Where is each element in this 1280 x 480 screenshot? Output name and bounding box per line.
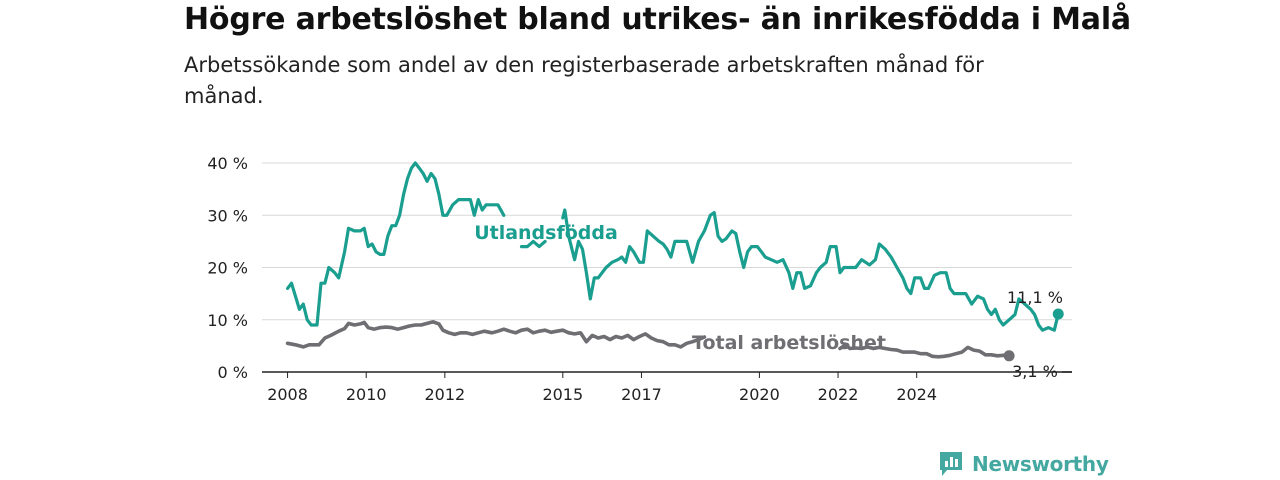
x-tick-label: 2012 [424, 385, 465, 404]
x-tick-label: 2015 [542, 385, 583, 404]
series-label-utlandsfodda: Utlandsfödda [474, 222, 618, 244]
series-line-total [838, 343, 1011, 359]
x-tick-label: 2020 [739, 385, 780, 404]
brand-name: Newsworthy [972, 452, 1109, 476]
x-tick-label: 2017 [621, 385, 662, 404]
newsworthy-logo-icon [940, 452, 962, 476]
series-label-total: Total arbetslöshet [692, 332, 886, 354]
chart-subtitle: Arbetssökande som andel av den registerb… [184, 53, 984, 108]
y-tick-label: 40 % [207, 154, 248, 173]
y-tick-label: 20 % [207, 259, 248, 278]
end-point-total [1003, 350, 1015, 362]
x-tick-label: 2024 [896, 385, 937, 404]
series-lines [285, 161, 1064, 362]
y-tick-label: 30 % [207, 206, 248, 225]
grid-lines [262, 162, 1072, 321]
end-point-utlandsfodda [1052, 308, 1064, 320]
series-line-utlandsfodda [519, 239, 547, 249]
chart-title: Högre arbetslöshet bland utrikes- än inr… [184, 2, 1131, 37]
series-labels: Utlandsfödda Total arbetslöshet 11,1 % 3,1 … [474, 222, 1072, 381]
y-tick-label: 0 % [218, 363, 248, 382]
x-tick-label: 2022 [818, 385, 859, 404]
series-line-utlandsfodda [561, 208, 1060, 332]
x-tick-label: 2008 [267, 385, 308, 404]
x-tick-label: 2010 [346, 385, 387, 404]
y-axis-ticks: 0 % 10 % 20 % 30 % 40 % [207, 154, 248, 382]
y-tick-label: 10 % [207, 311, 248, 330]
end-label-total: 3,1 % [1012, 362, 1058, 381]
series-line-total [285, 320, 707, 349]
series-line-utlandsfodda [286, 161, 506, 327]
newsworthy-brand: Newsworthy [938, 450, 1109, 478]
end-label-utlandsfodda: 11,1 % [1007, 288, 1063, 307]
x-axis: 2008 2010 2012 2015 2017 2020 2022 2024 [262, 371, 1072, 404]
